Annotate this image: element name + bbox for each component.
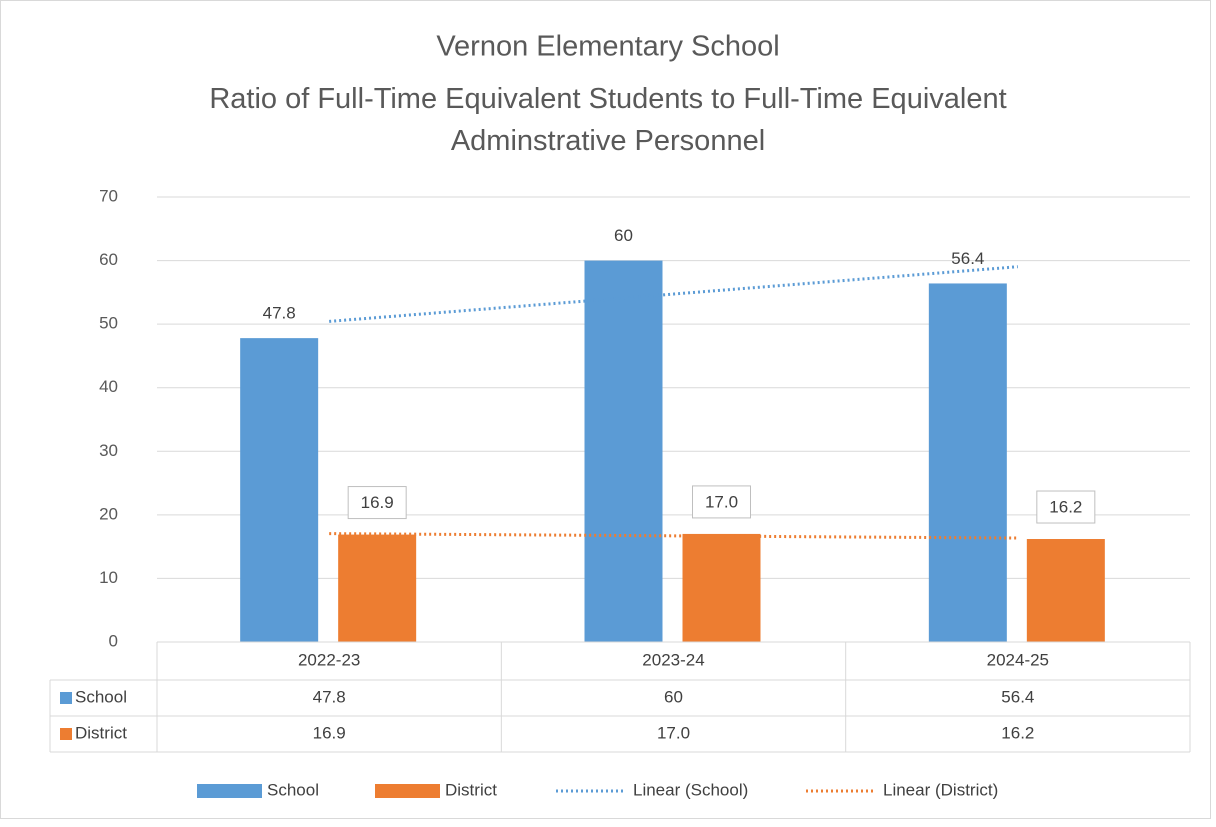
data-label: 60 — [614, 226, 633, 245]
legend-label: School — [267, 780, 319, 799]
x-tick-label: 2023-24 — [642, 650, 704, 669]
table-row-label: School — [75, 687, 127, 706]
data-label: 56.4 — [951, 249, 984, 268]
data-label: 47.8 — [263, 304, 296, 323]
table-row-label: District — [75, 723, 127, 742]
bar — [240, 338, 319, 642]
data-label-box — [692, 485, 751, 519]
legend-label: Linear (District) — [883, 780, 998, 799]
legend-label: District — [445, 780, 497, 799]
bar — [338, 534, 417, 642]
bar — [584, 260, 663, 642]
subtitle-line: Ratio of Full-Time Equivalent Students t… — [209, 83, 1006, 115]
table-legend-key — [60, 692, 72, 704]
bar — [682, 533, 761, 642]
y-tick-label: 0 — [109, 631, 118, 650]
data-label: 16.9 — [361, 493, 394, 512]
y-tick-label: 10 — [99, 568, 118, 587]
y-tick-label: 40 — [99, 377, 118, 396]
data-label-box — [1036, 490, 1096, 524]
legend-key — [197, 784, 262, 798]
data-label-box — [347, 486, 407, 520]
y-tick-label: 30 — [99, 441, 118, 460]
y-tick-label: 70 — [99, 186, 118, 205]
table-cell: 47.8 — [313, 687, 346, 706]
table-cell: 60 — [664, 687, 683, 706]
legend-key — [375, 784, 440, 798]
chart-subtitle: Ratio of Full-Time Equivalent Students t… — [209, 83, 1006, 157]
subtitle-line: Adminstrative Personnel — [451, 125, 765, 157]
y-tick-label: 60 — [99, 250, 118, 269]
x-tick-label: 2022-23 — [298, 650, 360, 669]
x-tick-label: 2024-25 — [987, 650, 1049, 669]
trendline — [329, 265, 1018, 323]
data-label: 17.0 — [705, 492, 738, 511]
table-cell: 16.9 — [313, 723, 346, 742]
legend-label: Linear (School) — [633, 780, 748, 799]
bar — [1026, 539, 1105, 642]
y-tick-label: 20 — [99, 504, 118, 523]
data-label: 16.2 — [1049, 497, 1082, 516]
bar — [928, 283, 1007, 642]
table-cell: 56.4 — [1001, 687, 1034, 706]
table-cell: 16.2 — [1001, 723, 1034, 742]
chart-title: Vernon Elementary School — [436, 31, 779, 63]
table-legend-key — [60, 728, 72, 740]
table-cell: 17.0 — [657, 723, 690, 742]
y-tick-label: 50 — [99, 314, 118, 333]
